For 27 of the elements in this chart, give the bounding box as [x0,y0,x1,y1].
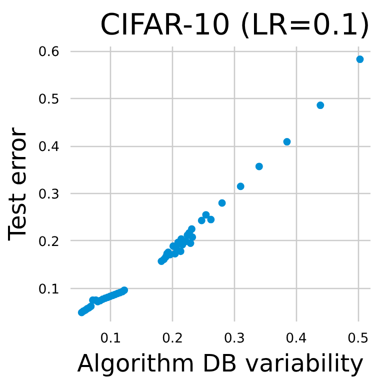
x-axis-title: Algorithm DB variability [77,350,364,378]
point [188,233,196,241]
point [283,138,291,146]
point [316,102,324,110]
point [198,216,206,224]
y-axis-title: Test error [3,127,32,242]
y-tick-label: 0.6 [38,45,60,60]
point [186,240,194,248]
x-tick-label: 0.5 [348,332,369,346]
point [255,162,263,170]
point [236,182,244,190]
point [176,248,184,256]
y-tick-label: 0.1 [38,282,60,298]
y-tick-label: 0.4 [38,140,60,156]
point [188,225,196,233]
point [207,216,215,224]
y-tick-label: 0.2 [38,234,60,250]
x-tick-label: 0.4 [286,332,307,346]
chart-title: CIFAR-10 (LR=0.1) [100,8,371,42]
x-tick-label: 0.1 [100,332,122,346]
y-tick-label: 0.3 [38,187,60,202]
x-tick-label: 0.3 [224,332,246,346]
x-tick-label: 0.2 [162,332,184,346]
point [356,56,364,64]
point [218,199,226,207]
point [202,211,210,219]
y-tick-label: 0.5 [38,92,60,108]
